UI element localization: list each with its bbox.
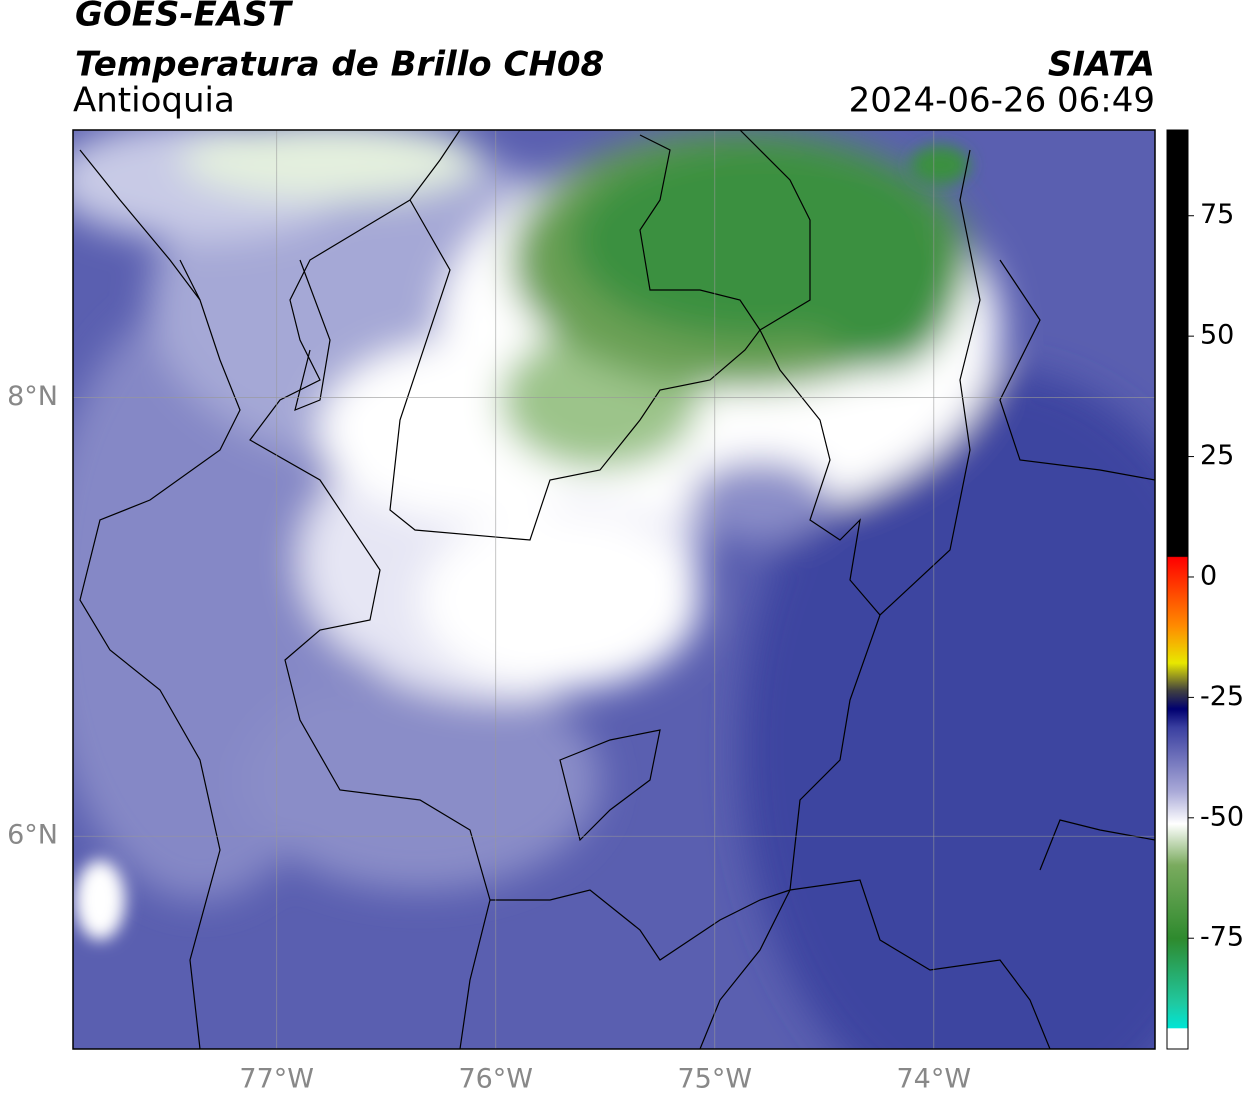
x-tick-label: 76°W (458, 1064, 533, 1095)
source: SIATA (1048, 45, 1155, 85)
colorbar-tick-label: 0 (1200, 560, 1217, 591)
gridlines (73, 130, 1155, 1049)
title: GOES-EAST (75, 0, 294, 35)
map-image (73, 130, 1155, 1049)
x-tick-label: 77°W (239, 1064, 314, 1095)
colorbar-tick-label: 75 (1200, 199, 1234, 230)
ticks: 77°W 76°W 75°W 74°W 8°N 6°N 75 50 25 0 -25 -50 -75 (7, 199, 1244, 1094)
y-tick-label: 6°N (7, 820, 58, 851)
colorbar (1166, 129, 1189, 1050)
subtitle: Temperatura de Brillo CH08 (75, 45, 604, 85)
y-tick-label: 8°N (7, 381, 58, 412)
colorbar-tick-label: -25 (1200, 681, 1244, 712)
region: Antioquia (73, 81, 235, 121)
x-tick-label: 74°W (897, 1064, 972, 1095)
colorbar-tick-label: 50 (1200, 320, 1234, 351)
colorbar-tick-label: -75 (1200, 922, 1244, 953)
map-frame (72, 129, 1156, 1050)
timestamp: 2024-06-26 06:49 (849, 81, 1155, 121)
colorbar-tick-label: -50 (1200, 801, 1244, 832)
x-tick-label: 75°W (677, 1064, 752, 1095)
colorbar-tick-label: 25 (1200, 440, 1234, 471)
